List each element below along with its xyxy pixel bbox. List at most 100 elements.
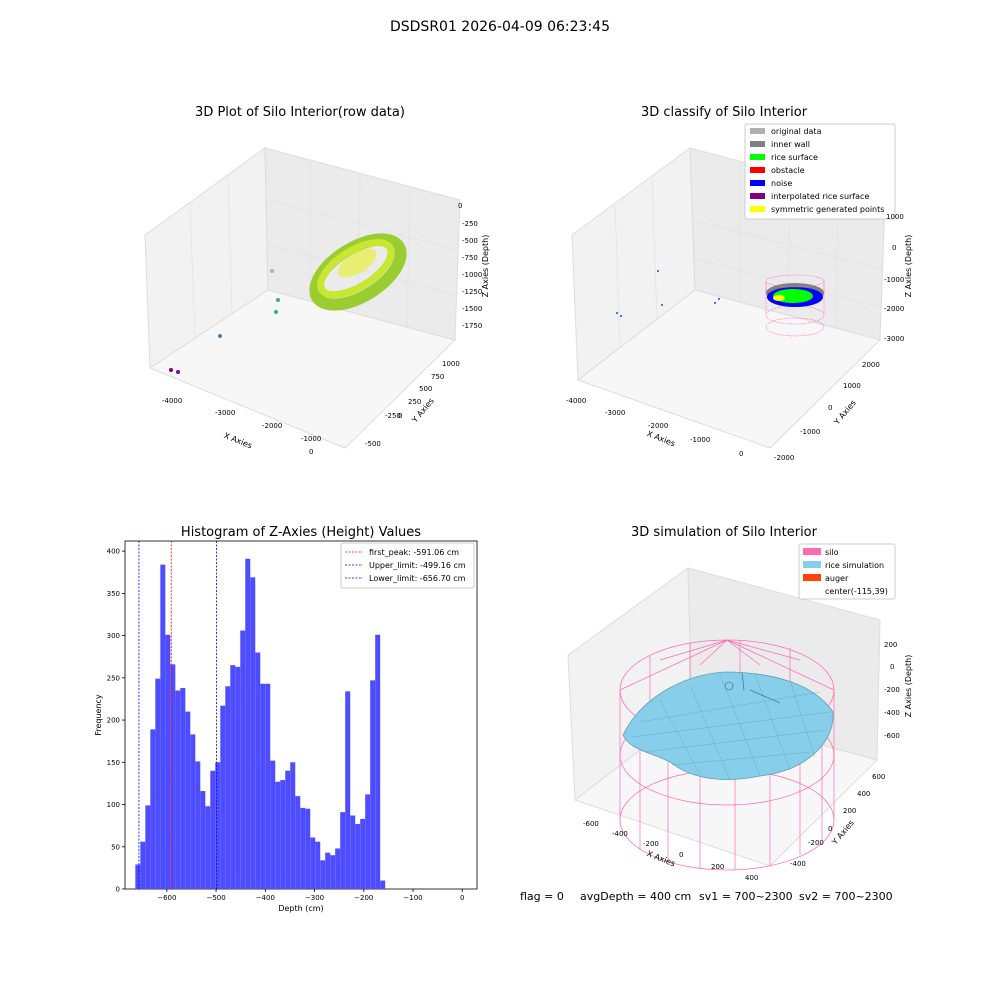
histogram-bar [340, 812, 346, 889]
histogram-legend: first_peak: -591.06 cm Upper_limit: -499… [340, 542, 475, 589]
svg-text:750: 750 [431, 373, 444, 381]
histogram-bar [155, 678, 161, 889]
classify-z-ticks: 1000 0 -1000 -2000 -3000 [884, 213, 904, 343]
legend-label-lower-limit: Lower_limit: -656.70 cm [369, 574, 466, 583]
classify-x-label: X Axies [646, 429, 677, 448]
svg-text:-600: -600 [583, 820, 599, 828]
histogram-bar [230, 665, 236, 889]
classify-pane-floor [576, 289, 881, 449]
histogram-y-ticks: 0 50 100 150 200 250 300 350 400 [107, 548, 125, 894]
legend-label-rice-surface: rice surface [771, 153, 818, 162]
histogram-bar [225, 686, 231, 889]
svg-text:250: 250 [408, 398, 421, 406]
raw-rice-ring [309, 233, 407, 311]
histogram-bar [180, 687, 186, 889]
histogram-y-tick-label: 100 [107, 801, 120, 809]
histogram-bar [345, 691, 351, 889]
histogram-bar [260, 683, 266, 889]
histogram-bar [335, 848, 341, 889]
histogram-bar [175, 690, 181, 889]
svg-text:-1000: -1000 [884, 276, 904, 284]
legend-swatch-rice-simulation [803, 561, 821, 568]
svg-text:-2000: -2000 [884, 305, 904, 313]
histogram-bar [205, 806, 211, 889]
svg-text:-2000: -2000 [648, 422, 668, 430]
histogram-bar [255, 652, 261, 889]
histogram-bar [325, 852, 331, 889]
histogram-vlines [138, 541, 217, 889]
raw-data-3d-panel: 3D Plot of Silo Interior(row data) [144, 105, 490, 456]
svg-text:-3000: -3000 [884, 335, 904, 343]
raw-panel-title: 3D Plot of Silo Interior(row data) [195, 105, 405, 120]
svg-text:-250: -250 [462, 220, 478, 228]
classify-z-label: Z Axies (Depth) [904, 235, 913, 298]
raw-x-label: X Axies [223, 431, 254, 450]
histogram-x-ticks: −600 −500 −400 −300 −200 −100 0 [157, 889, 464, 902]
histogram-bar [185, 711, 191, 889]
svg-text:500: 500 [419, 385, 432, 393]
histogram-bar [270, 760, 276, 889]
histogram-x-tick-label: −500 [206, 894, 225, 902]
histogram-bar [195, 761, 201, 889]
svg-text:-1000: -1000 [301, 435, 321, 443]
histogram-bar [215, 762, 221, 889]
svg-text:-500: -500 [462, 237, 478, 245]
svg-text:0: 0 [398, 412, 402, 420]
sim-rice-mesh [631, 673, 831, 781]
histogram-bar [375, 634, 381, 889]
simulation-3d-panel: 3D simulation of Silo Interior [567, 525, 913, 882]
svg-text:-3000: -3000 [605, 409, 625, 417]
legend-swatch-interpolated [750, 193, 765, 199]
legend-label-rice-simulation: rice simulation [825, 561, 884, 570]
histogram-bar [165, 634, 171, 889]
histogram-bar [355, 823, 361, 889]
histogram-x-tick-label: −600 [157, 894, 176, 902]
svg-text:0: 0 [309, 448, 313, 456]
histogram-bar [235, 666, 241, 889]
svg-text:-400: -400 [884, 709, 900, 717]
legend-label-upper-limit: Upper_limit: -499.16 cm [369, 561, 466, 570]
svg-text:-250: -250 [385, 412, 401, 420]
svg-text:-600: -600 [884, 732, 900, 740]
histogram-x-tick-label: −200 [354, 894, 373, 902]
raw-z-label: Z Axies (Depth) [481, 235, 490, 298]
legend-label-interpolated: interpolated rice surface [771, 192, 869, 201]
svg-text:0: 0 [828, 404, 832, 412]
legend-label-silo: silo [825, 548, 839, 557]
svg-text:0: 0 [679, 851, 683, 859]
svg-text:400: 400 [745, 874, 758, 882]
svg-text:0: 0 [458, 202, 462, 210]
raw-y-ticks: -500 -250 0 250 500 750 1000 [365, 360, 460, 448]
histogram-bar [275, 781, 281, 889]
histogram-bar [360, 818, 366, 889]
svg-text:-400: -400 [790, 860, 806, 868]
histogram-y-tick-label: 250 [107, 674, 120, 682]
histogram-bar [190, 734, 196, 889]
footer-sv2: sv2 = 700~2300 [799, 890, 893, 903]
simulation-panel-title: 3D simulation of Silo Interior [631, 525, 818, 540]
svg-text:-1250: -1250 [462, 288, 482, 296]
classify-y-label: Y Axies [832, 398, 858, 427]
legend-swatch-original-data [750, 128, 765, 134]
legend-swatch-obstacle [750, 167, 765, 173]
legend-swatch-inner-wall [750, 141, 765, 147]
svg-text:-200: -200 [643, 840, 659, 848]
histogram-bar [145, 805, 151, 889]
classify-y-ticks: -2000 -1000 0 1000 2000 [774, 361, 880, 462]
histogram-bar [380, 880, 386, 889]
status-footer: flag = 0 avgDepth = 400 cm sv1 = 700~230… [520, 890, 893, 903]
histogram-bar [280, 780, 286, 889]
svg-text:0: 0 [890, 663, 894, 671]
histogram-bar [200, 791, 206, 889]
histogram-bar [370, 680, 376, 889]
histogram-x-tick-label: −100 [403, 894, 422, 902]
histogram-y-tick-label: 300 [107, 632, 120, 640]
svg-text:-1000: -1000 [800, 428, 820, 436]
histogram-bar [300, 807, 306, 889]
histogram-bar [320, 860, 326, 889]
classify-noise-points [616, 270, 720, 317]
svg-text:400: 400 [857, 790, 870, 798]
histogram-bar [330, 855, 336, 889]
histogram-bar [170, 664, 176, 889]
